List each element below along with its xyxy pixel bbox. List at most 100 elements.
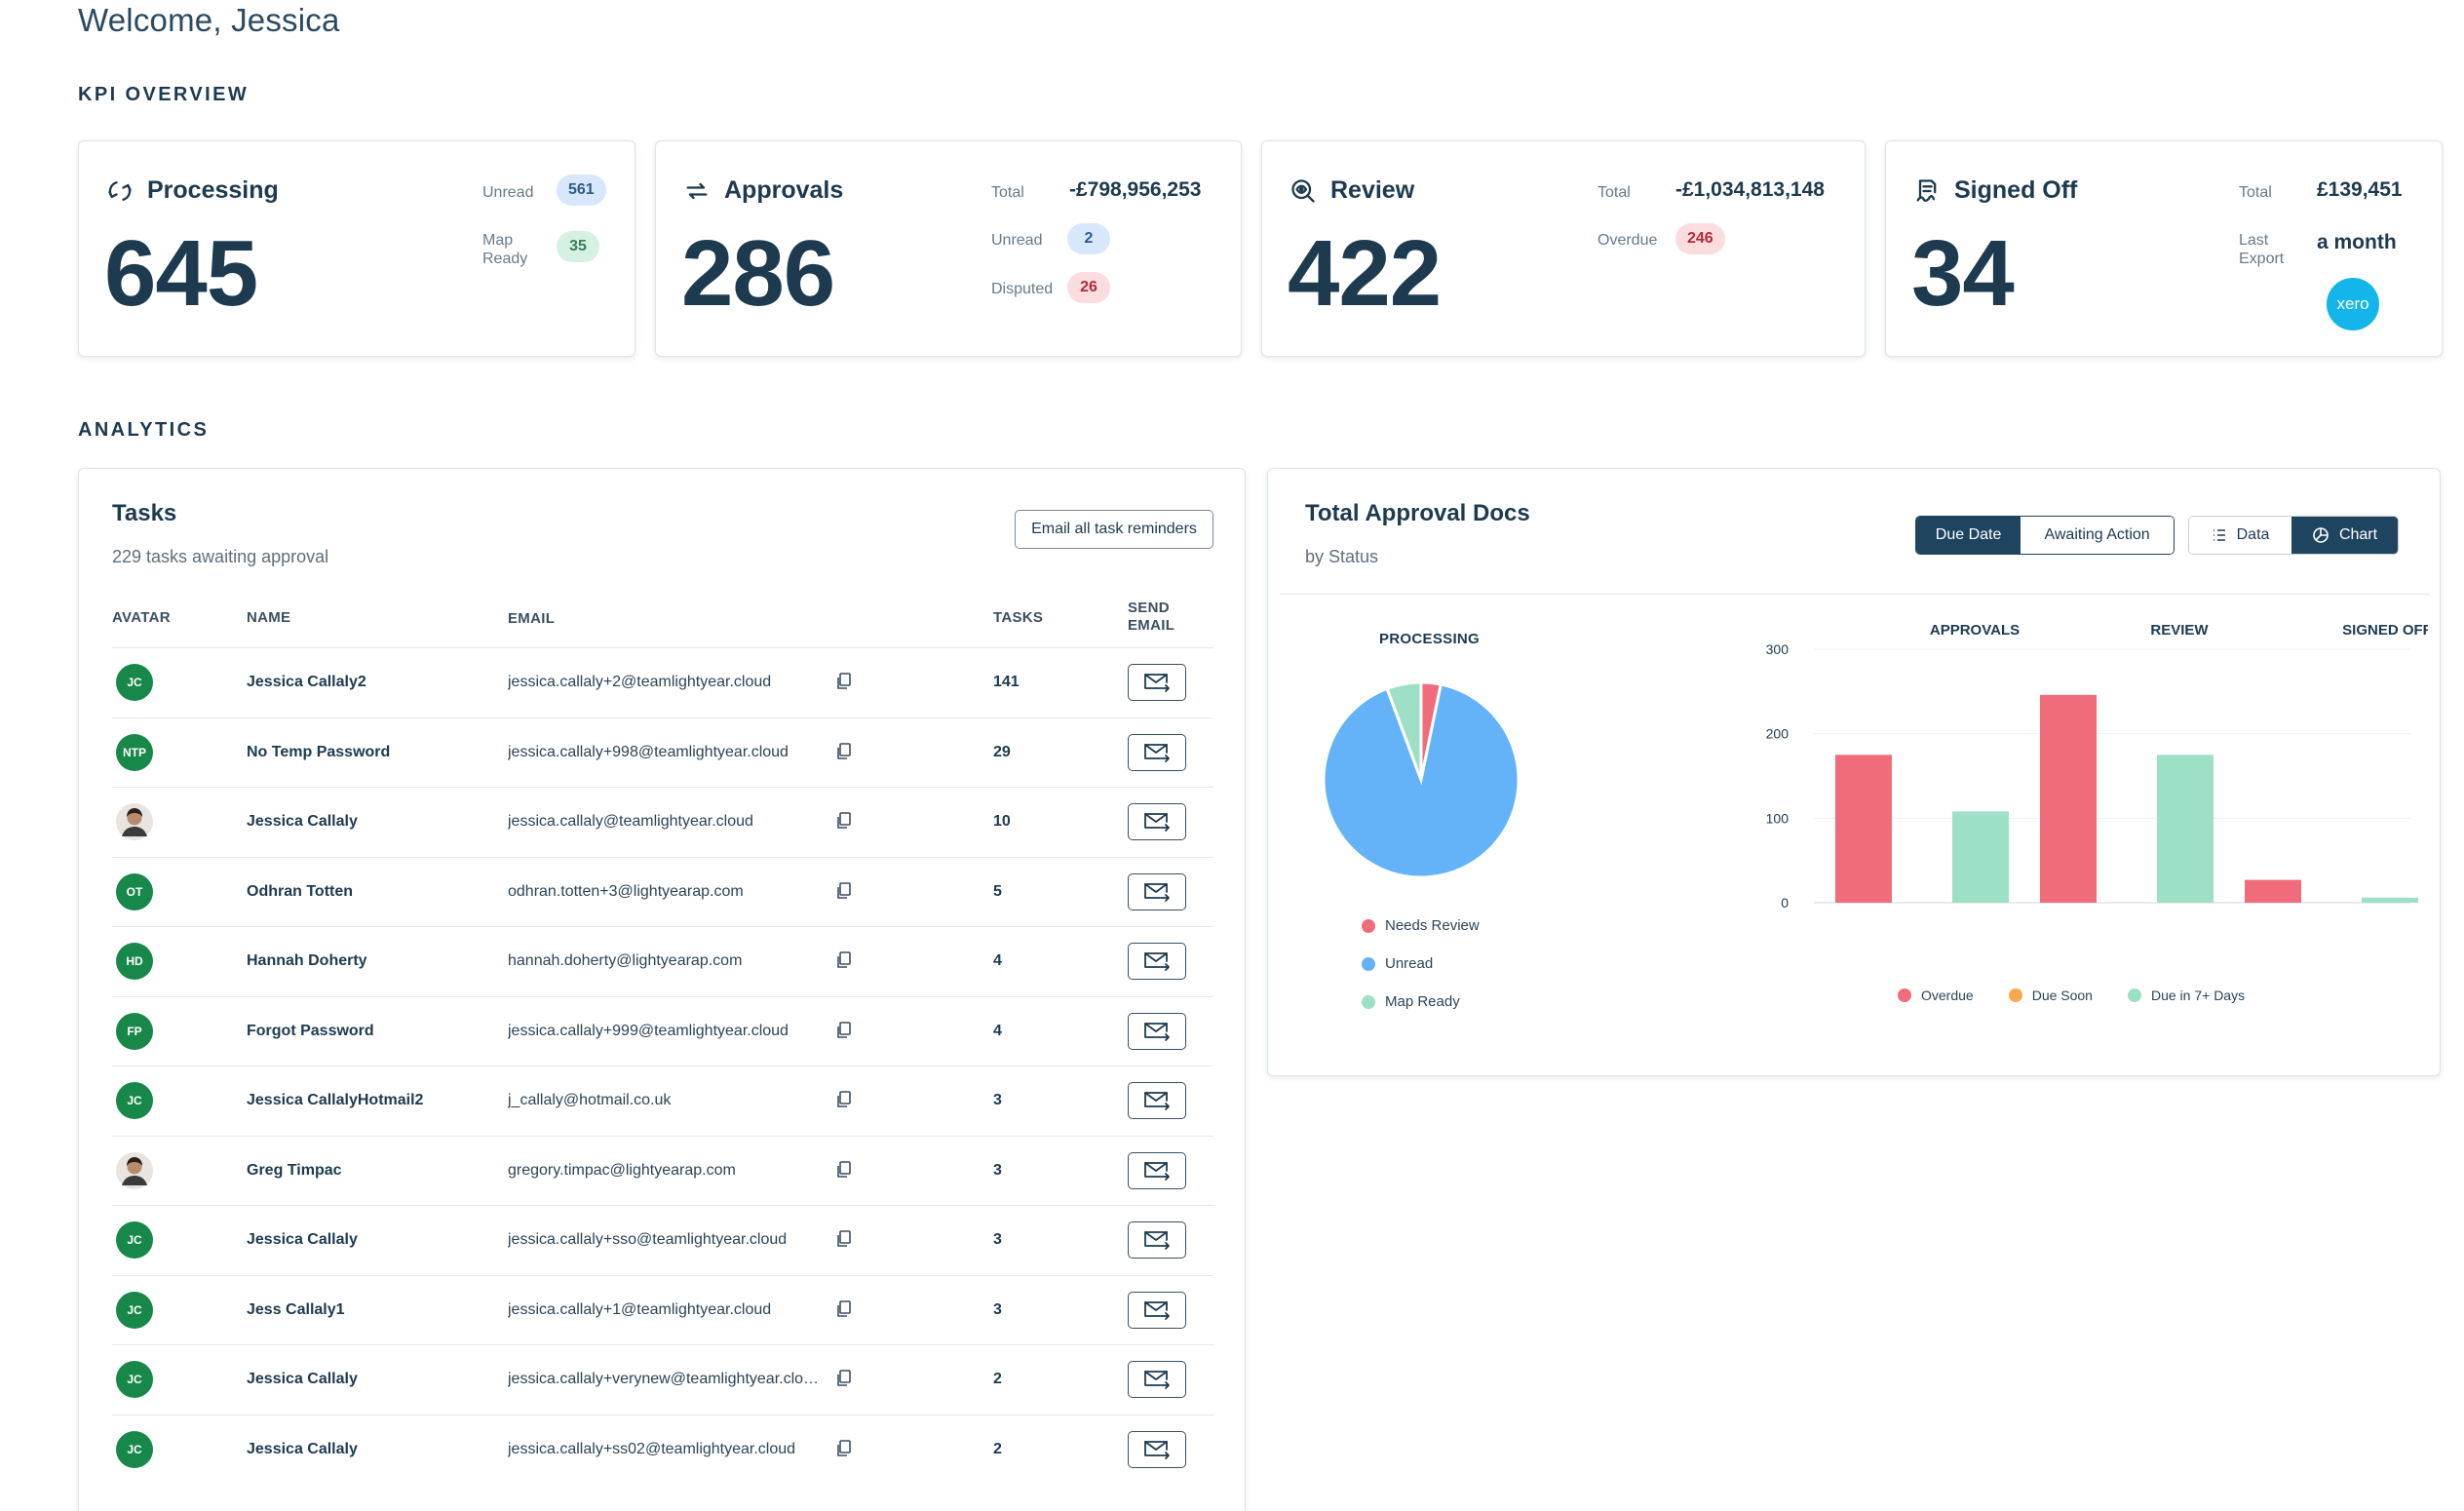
legend-item-map-ready[interactable]: Map Ready — [1362, 993, 1480, 1010]
avatar: JC — [116, 1221, 153, 1259]
send-email-button[interactable] — [1128, 1012, 1186, 1050]
table-row[interactable]: JC Jessica CallalyHotmail2 j_callaly@hotma… — [112, 1065, 1213, 1136]
table-row[interactable]: JC Jessica Callaly jessica.callaly+sso@tea… — [112, 1205, 1213, 1275]
kpi-card-approvals[interactable]: Approvals 286 Total -£798,956,253 Unread… — [655, 140, 1242, 357]
col-header-send-email: SEND EMAIL — [1128, 600, 1175, 634]
copy-icon[interactable] — [835, 1090, 853, 1109]
kpi-section-title: KPI OVERVIEW — [78, 84, 250, 105]
copy-icon[interactable] — [835, 1439, 853, 1458]
swap-arrows-icon — [686, 182, 708, 199]
table-row[interactable]: Greg Timpac gregory.timpac@lightyearap.co… — [112, 1135, 1213, 1206]
awaiting-action-toggle[interactable]: Awaiting Action — [2021, 517, 2174, 554]
copy-icon[interactable] — [835, 1021, 853, 1040]
row-task-count: 5 — [993, 882, 1002, 900]
table-row[interactable]: NTP No Temp Password jessica.callaly+998@t… — [112, 717, 1213, 788]
data-view-button[interactable]: Data — [2189, 517, 2292, 554]
copy-icon[interactable] — [835, 1160, 853, 1180]
legend-item-overdue[interactable]: Overdue — [1898, 988, 1974, 1003]
bar-review-overdue[interactable] — [2040, 694, 2097, 903]
xero-logo[interactable]: xero — [2327, 278, 2379, 330]
send-email-button[interactable] — [1128, 803, 1186, 840]
bar-approvals-overdue[interactable] — [1835, 755, 1892, 903]
kpi-title-review: Review — [1290, 176, 1414, 205]
send-email-button[interactable] — [1128, 664, 1186, 701]
chart-view-button[interactable]: Chart — [2291, 517, 2398, 554]
disputed-label: Disputed — [991, 281, 1054, 297]
legend-label: Due in 7+ Days — [2150, 988, 2246, 1003]
send-email-button[interactable] — [1128, 1361, 1186, 1398]
avatar: HD — [116, 943, 153, 980]
copy-icon[interactable] — [835, 742, 853, 761]
unread-label: Unread — [482, 184, 534, 201]
row-email: j_callaly@hotmail.co.uk — [508, 1092, 672, 1108]
copy-icon[interactable] — [835, 950, 853, 970]
kpi-card-review[interactable]: Review 422 Total -£1,034,813,148 Overdue… — [1261, 140, 1866, 357]
bar-signed-off-due-in-7-days[interactable] — [2362, 897, 2418, 903]
bar-signed-off-overdue[interactable] — [2245, 879, 2301, 903]
status-toggle-group: Due Date Awaiting Action — [1915, 516, 2175, 555]
user-photo-icon — [116, 1151, 153, 1189]
map-ready-badge: 35 — [557, 231, 599, 262]
copy-icon[interactable] — [835, 1369, 853, 1388]
send-email-button[interactable] — [1128, 943, 1186, 980]
table-row[interactable]: OT Odhran Totten odhran.totten+3@lightyear… — [112, 856, 1213, 927]
copy-icon[interactable] — [835, 1299, 853, 1319]
mail-send-icon — [1144, 1440, 1170, 1459]
mail-send-icon — [1144, 743, 1170, 762]
table-row[interactable]: JC Jess Callaly1 jessica.callaly+1@teamlig… — [112, 1274, 1213, 1345]
y-tick-label: 200 — [1766, 726, 1790, 742]
kpi-title-processing: Processing — [106, 176, 279, 205]
avatar: JC — [116, 1430, 153, 1468]
table-row[interactable]: Jessica Callaly jessica.callaly@teamlight… — [112, 787, 1213, 857]
avatar: JC — [116, 1361, 153, 1398]
table-row[interactable]: JC Jessica Callaly jessica.callaly+verynew… — [112, 1344, 1213, 1414]
y-tick-label: 0 — [1781, 895, 1789, 910]
send-email-button[interactable] — [1128, 1082, 1186, 1119]
bar-review-due-in-7-days[interactable] — [2157, 755, 2214, 903]
total-value: £139,451 — [2317, 178, 2403, 201]
processing-pie-chart — [1322, 680, 1521, 879]
legend-item-due-in-7-days[interactable]: Due in 7+ Days — [2127, 988, 2246, 1003]
send-email-button[interactable] — [1128, 1221, 1186, 1259]
table-row[interactable]: HD Hannah Doherty hannah.doherty@lightyear… — [112, 926, 1213, 996]
send-email-button[interactable] — [1128, 1430, 1186, 1468]
row-task-count: 4 — [993, 952, 1002, 969]
email-all-reminders-button[interactable]: Email all task reminders — [1015, 510, 1213, 549]
table-row[interactable]: JC Jessica Callaly2 jessica.callaly+2@team… — [112, 647, 1213, 717]
table-row[interactable]: JC Jessica Callaly jessica.callaly+ss02@te… — [112, 1414, 1213, 1485]
send-email-button[interactable] — [1128, 733, 1186, 771]
pie-slice-map-ready[interactable] — [1385, 680, 1423, 781]
copy-icon[interactable] — [835, 811, 853, 831]
row-task-count: 2 — [993, 1440, 1002, 1457]
legend-item-due-soon[interactable]: Due Soon — [2008, 988, 2093, 1003]
tasks-subtitle: 229 tasks awaiting approval — [112, 547, 329, 566]
legend-item-unread[interactable]: Unread — [1362, 955, 1480, 972]
row-email: jessica.callaly@teamlightyear.cloud — [508, 813, 753, 830]
approval-docs-title: Total Approval Docs — [1305, 500, 1530, 526]
copy-icon[interactable] — [835, 672, 853, 691]
row-email: jessica.callaly+1@teamlightyear.cloud — [508, 1300, 772, 1318]
send-email-button[interactable] — [1128, 1291, 1186, 1329]
avatar: NTP — [116, 733, 153, 771]
kpi-card-processing[interactable]: Processing 645 Unread 561 Map Ready 35 — [78, 140, 635, 357]
copy-icon[interactable] — [835, 1229, 853, 1249]
legend-dot — [2127, 988, 2141, 1002]
row-email: gregory.timpac@lightyearap.com — [508, 1161, 736, 1179]
kpi-card-signed-off[interactable]: Signed Off 34 Total £139,451 Last Export… — [1885, 140, 2443, 357]
bar-approvals-due-in-7-days[interactable] — [1952, 811, 2009, 903]
due-date-toggle[interactable]: Due Date — [1916, 517, 2021, 554]
mail-send-icon — [1144, 1231, 1170, 1250]
row-name: Jessica Callaly — [247, 1371, 358, 1387]
copy-icon[interactable] — [835, 881, 853, 901]
total-value: -£1,034,813,148 — [1675, 178, 1825, 201]
col-header-avatar: AVATAR — [112, 609, 171, 626]
unread-badge: 2 — [1067, 223, 1110, 254]
pie-slice-unread[interactable] — [1322, 682, 1521, 879]
send-email-button[interactable] — [1128, 1151, 1186, 1189]
send-email-button[interactable] — [1128, 872, 1186, 910]
chart-divider — [1280, 594, 2430, 595]
row-email: jessica.callaly+999@teamlightyear.cloud — [508, 1022, 789, 1039]
mail-send-icon — [1144, 674, 1170, 692]
legend-item-needs-review[interactable]: Needs Review — [1362, 917, 1480, 934]
table-row[interactable]: FP Forgot Password jessica.callaly+999@tea… — [112, 995, 1213, 1066]
